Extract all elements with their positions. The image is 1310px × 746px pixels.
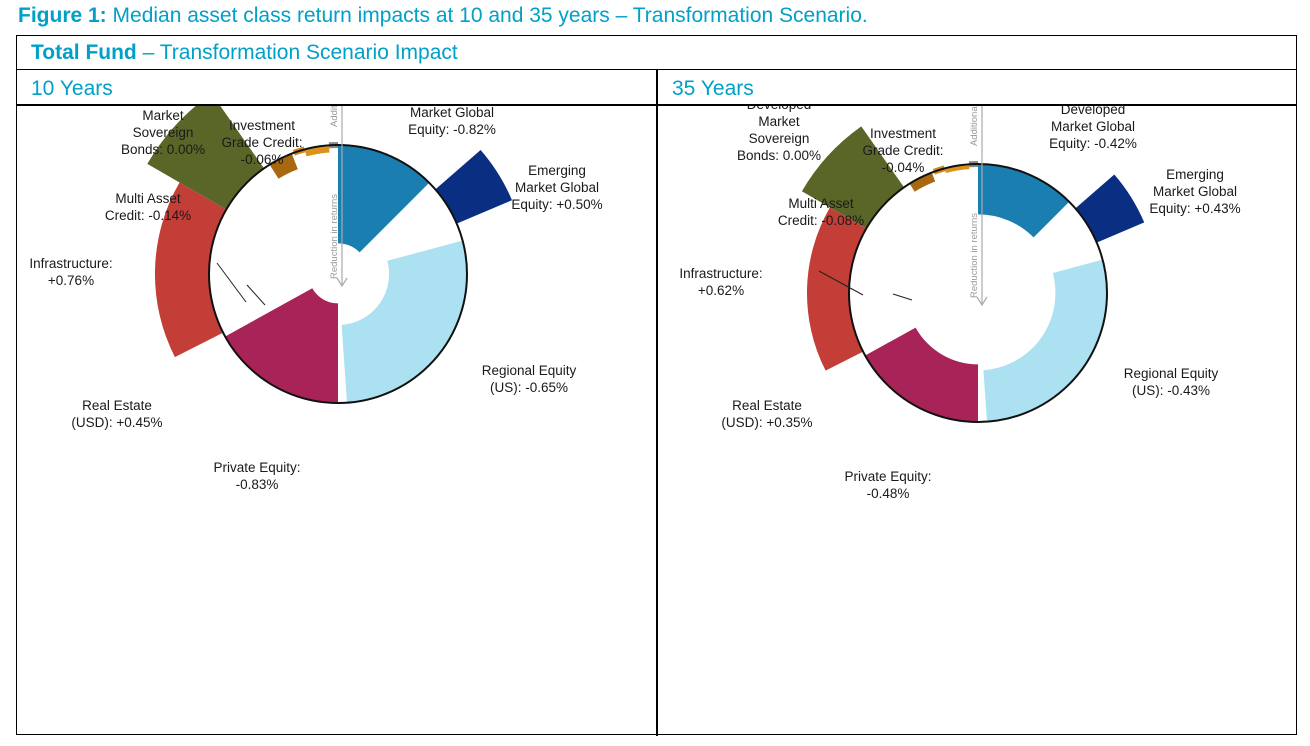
axis-label-additional-returns: Additional returns <box>969 106 980 146</box>
column-divider <box>656 70 658 736</box>
figure-prefix: Figure 1: <box>18 4 107 27</box>
label-developed-market-sovereign-bonds: DevelopedMarketSovereignBonds: 0.00% <box>121 106 205 157</box>
leader-line <box>246 284 266 306</box>
label-multi-asset-credit: Multi Asset Credit: -0.14% <box>105 191 191 223</box>
header-divider-left <box>17 104 656 106</box>
chart-panel-10-years: Additional returns Reduction in returns De… <box>17 106 656 734</box>
axis-label-additional-returns: Additional returns <box>329 106 340 127</box>
results-table: Total Fund – Transformation Scenario Imp… <box>16 35 1297 736</box>
chart-panel-35-years: Additional returns Reduction in returns De… <box>658 106 1296 734</box>
column-header-35-years: 35 Years <box>672 77 754 100</box>
radial-chart-35-years: Additional returns Reduction in returns De… <box>679 106 1241 501</box>
label-developed-market-global-equity: Developed Market Global Equity: -0.42% <box>1049 106 1137 151</box>
table-title-rest: – Transformation Scenario Impact <box>136 41 458 64</box>
label-emerging-market-global-equity: Emerging Market Global Equity: +0.43% <box>1149 167 1240 216</box>
axis-label-reduction-in-returns: Reduction in returns <box>969 213 980 298</box>
bar-real-estate-usd <box>154 182 227 358</box>
bar-emerging-market-global-equity <box>435 150 512 224</box>
label-investment-grade-credit: Investment Grade Credit: -0.06% <box>221 118 302 167</box>
zero-reference-circle <box>848 163 1108 423</box>
table-title-bold: Total Fund <box>31 41 137 64</box>
zero-reference-circle <box>208 144 468 404</box>
bar-private-equity <box>865 327 978 422</box>
leader-line <box>216 262 247 303</box>
label-investment-grade-credit: Investment Grade Credit: -0.04% <box>862 126 943 175</box>
figure-caption-text: Median asset class return impacts at 10 … <box>106 4 868 27</box>
leader-line <box>892 293 913 301</box>
bar-developed-market-global-equity <box>338 145 430 253</box>
bar-regional-equity-us <box>983 259 1108 422</box>
axis-arrow-down-icon <box>976 296 988 307</box>
bar-investment-grade-credit <box>944 164 970 173</box>
column-header-10-years: 10 Years <box>31 77 113 100</box>
bar-real-estate-usd <box>806 207 867 371</box>
header-divider-right <box>658 104 1296 106</box>
label-infrastructure: Infrastructure: +0.62% <box>679 266 762 298</box>
bar-private-equity <box>225 288 338 403</box>
label-real-estate-usd: Real Estate (USD): +0.45% <box>71 398 162 430</box>
label-regional-equity-us: Regional Equity (US): -0.43% <box>1124 366 1219 398</box>
label-emerging-market-global-equity: Emerging Market Global Equity: +0.50% <box>511 163 602 212</box>
radial-chart-10-years: Additional returns Reduction in returns De… <box>29 106 603 492</box>
bar-infrastructure <box>147 106 264 210</box>
axis-arrow-down-icon <box>336 277 348 288</box>
leader-line <box>818 270 864 296</box>
bar-developed-market-global-equity <box>978 164 1070 238</box>
label-private-equity: Private Equity: -0.48% <box>844 469 931 501</box>
axis-label-reduction-in-returns: Reduction in returns <box>329 194 340 279</box>
label-real-estate-usd: Real Estate (USD): +0.35% <box>721 398 812 430</box>
table-title: Total Fund – Transformation Scenario Imp… <box>17 36 1296 70</box>
label-infrastructure: Infrastructure: +0.76% <box>29 256 112 288</box>
label-regional-equity-us: Regional Equity (US): -0.65% <box>482 363 577 395</box>
bar-regional-equity-us <box>341 240 468 403</box>
bar-multi-asset-credit <box>269 153 298 179</box>
label-private-equity: Private Equity: -0.83% <box>213 460 300 492</box>
bar-infrastructure <box>801 126 904 229</box>
figure-caption: Figure 1: Median asset class return impa… <box>18 4 868 28</box>
bar-emerging-market-global-equity <box>1075 174 1145 243</box>
label-developed-market-sovereign-bonds: DevelopedMarketSovereignBonds: 0.00% <box>737 106 821 163</box>
bar-multi-asset-credit <box>909 172 936 192</box>
label-multi-asset-credit: Multi Asset Credit: -0.08% <box>778 196 864 228</box>
